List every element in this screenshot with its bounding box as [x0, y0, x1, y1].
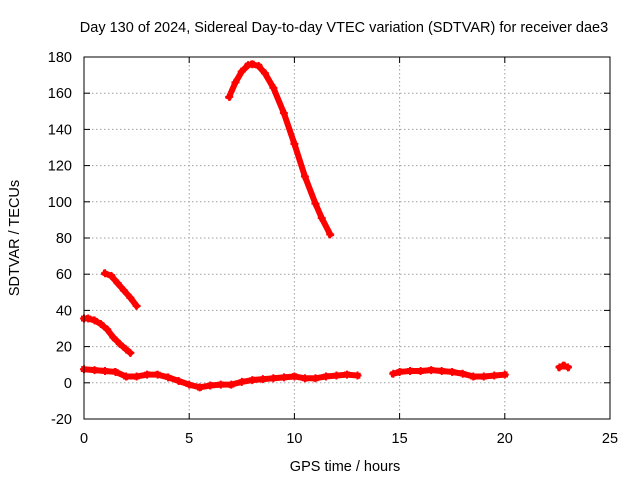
data-point [132, 301, 141, 310]
axes: 0 5 10 15 20 25 -20 0 20 40 60 80 100 120 140 160 180 [48, 50, 618, 447]
series-baseline-2 [389, 366, 509, 381]
x-axis-label: GPS time / hours [290, 459, 400, 475]
y-tick-label: 140 [48, 122, 72, 138]
series-segment [280, 109, 299, 148]
y-tick-label: 20 [56, 340, 72, 356]
data-point [126, 348, 135, 357]
x-tick-label: 10 [286, 431, 302, 447]
plot-frame [83, 56, 611, 420]
series-segment [317, 214, 335, 239]
x-tick-label: 0 [80, 431, 88, 447]
y-tick-label: -20 [51, 412, 72, 428]
y-tick-label: 60 [56, 267, 72, 283]
series-baseline-1 [80, 365, 362, 392]
y-tick-label: 160 [48, 86, 72, 102]
x-tick-label: 25 [602, 431, 618, 447]
x-tick-label: 15 [392, 431, 408, 447]
y-tick-label: 80 [56, 231, 72, 247]
y-tick-label: 0 [64, 376, 72, 392]
series-arc-mid [101, 269, 141, 311]
y-tick-label: 180 [48, 50, 72, 66]
x-tick-label: 20 [497, 431, 513, 447]
y-axis-label: SDTVAR / TECUs [7, 180, 23, 296]
y-tick-label: 40 [56, 303, 72, 319]
series-segment [301, 172, 320, 208]
data-point [353, 371, 362, 380]
series-arc-high [225, 60, 335, 239]
data-points [80, 60, 572, 392]
y-tick-label: 120 [48, 159, 72, 175]
series-arc-low [80, 314, 135, 358]
grid-lines [84, 57, 610, 419]
data-point [500, 370, 509, 379]
data-point [326, 230, 335, 239]
series-segment [290, 140, 309, 181]
series-segment [269, 83, 288, 118]
series-segment [126, 293, 141, 311]
x-tick-label: 5 [185, 431, 193, 447]
series-isolated [555, 361, 572, 372]
y-tick-label: 100 [48, 195, 72, 211]
chart-title: Day 130 of 2024, Sidereal Day-to-day VTE… [80, 20, 608, 36]
data-point [563, 363, 572, 372]
